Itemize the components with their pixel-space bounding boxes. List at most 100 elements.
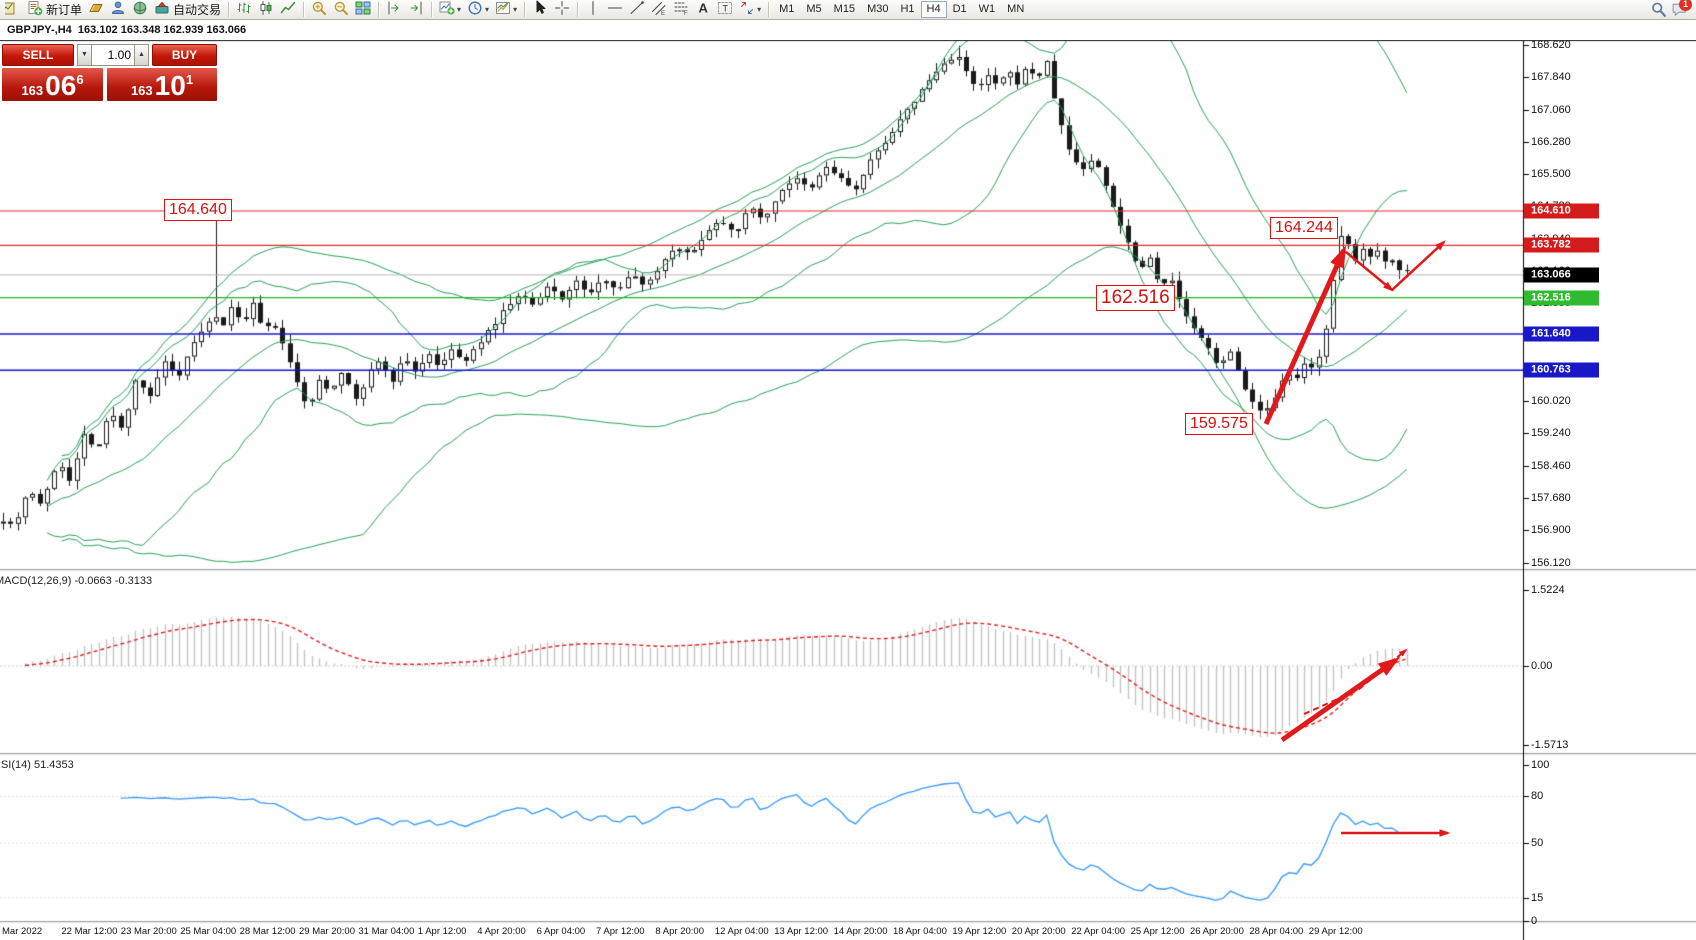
time-axis-label: 14 Apr 20:00 [833,926,888,937]
cursor-button[interactable] [529,0,551,19]
crosshair-button[interactable] [551,1,573,19]
chart-shift-button[interactable] [405,1,427,19]
price-axis-tick: 156.120 [1531,556,1571,569]
toolbar-separator [577,2,579,17]
buy-price-display[interactable]: 163 10 1 [107,68,217,101]
buy-button[interactable]: BUY [152,44,217,66]
price-level-label: 161.640 [1524,326,1599,342]
toolbar: 新订单 自动交易 ▾ ▾ ▾ E F A T ▾ M1 M5 M15 M30 H1 H4 D1 W1 MN 1 [0,0,1696,20]
templates-icon [495,0,511,19]
sell-button[interactable]: SELL [2,44,74,66]
macd-axis-tick: -1.5713 [1531,738,1569,751]
templates-button[interactable]: ▾ [492,1,520,19]
arrows-button[interactable]: ▾ [736,1,764,19]
time-axis-label: 7 Apr 12:00 [596,926,645,937]
chevron-down-icon: ▾ [457,5,462,14]
timeframe-button-m15[interactable]: M15 [833,3,856,15]
level-label-164244[interactable]: 164.244 [1270,217,1338,239]
vertical-line-button[interactable] [582,1,604,19]
bar-chart-icon [236,0,252,19]
chart-symbol-title: GBPJPY-,H4 163.102 163.348 162.939 163.0… [7,24,247,36]
indicators-icon [439,0,455,19]
timeframe-button-m30[interactable]: M30 [867,3,889,15]
zoom-in-button[interactable] [308,1,330,19]
timeframe-button-h4[interactable]: H4 [920,1,947,18]
price-axis-tick: 165.500 [1531,168,1571,181]
buy-price-sup: 1 [185,72,194,87]
time-axis-label: 23 Mar 20:00 [120,926,177,937]
timeframe-button-d1[interactable]: D1 [952,3,967,15]
volume-input[interactable] [92,44,134,66]
chart-file-icon[interactable] [0,1,24,19]
signals-icon-icon [132,0,148,19]
time-axis-label: 20 Apr 20:00 [1011,926,1066,937]
auto-scroll-button[interactable] [383,1,405,19]
notification-badge: 1 [1679,0,1692,11]
chevron-down-icon: ▾ [513,5,518,14]
time-axis-label: 6 Apr 04:00 [536,926,586,937]
toolbar-separator [431,2,433,17]
indicators-button[interactable]: ▾ [436,1,464,19]
signals-icon[interactable] [129,1,151,19]
time-axis-label: 25 Apr 12:00 [1130,926,1185,937]
toolbar-separator [524,2,526,17]
zoom-out-icon [333,0,349,19]
periods-button[interactable]: ▾ [464,1,492,19]
timeframe-button-h1[interactable]: H1 [900,3,915,15]
price-axis-tick: 157.680 [1531,491,1571,504]
equidistant-channel-icon: E [651,0,667,19]
time-axis-label: 4 Apr 20:00 [477,926,526,937]
trendline-button[interactable] [626,1,648,19]
rsi-axis-tick: 100 [1531,759,1550,772]
line-chart-icon [280,0,296,19]
cursor-icon [532,0,548,19]
price-axis-tick: 167.840 [1531,71,1571,84]
timeframe-button-mn[interactable]: MN [1007,3,1025,15]
price-axis-tick: 167.060 [1531,103,1571,116]
line-chart-button[interactable] [277,1,299,19]
new-order-button[interactable]: 新订单 [24,1,85,19]
time-axis-label: 18 Apr 04:00 [893,926,947,937]
timeframe-button-m1[interactable]: M1 [779,3,795,15]
timeframe-button-w1[interactable]: W1 [978,3,996,15]
toolbar-button-label: 新订单 [46,3,83,17]
volume-decrease-button[interactable]: ▼ [77,44,92,66]
buy-price-prefix: 163 [130,83,153,98]
level-label-162516[interactable]: 162.516 [1096,285,1175,311]
fibonacci-button[interactable]: F [670,1,692,19]
level-label-164640[interactable]: 164.640 [164,199,232,221]
time-axis-label: 22 Mar 12:00 [61,926,118,937]
price-axis-tick: 160.020 [1531,395,1571,408]
chat-icon[interactable]: 1 [1671,0,1692,18]
search-icon[interactable] [1650,1,1667,18]
horizontal-line-button[interactable] [604,1,626,19]
time-axis-label: 13 Apr 12:00 [774,926,829,937]
sell-price-display[interactable]: 163 06 6 [2,68,103,101]
chart-title-strip: GBPJPY-,H4 163.102 163.348 162.939 163.0… [0,21,1696,40]
community-icon[interactable] [107,1,129,19]
time-axis-label: 28 Mar 12:00 [239,926,296,937]
level-label-159575[interactable]: 159.575 [1185,413,1253,435]
timeframe-button-m5[interactable]: M5 [806,3,822,15]
time-axis-label: Mar 2022 [2,926,43,937]
vertical-line-icon [585,0,601,19]
zoom-out-button[interactable] [330,1,352,19]
toolbar-separator [228,2,230,17]
autotrading-button[interactable]: 自动交易 [151,1,224,19]
text-label-button[interactable]: T [714,1,736,19]
time-axis-label: 26 Apr 20:00 [1190,926,1244,937]
candlestick-chart-button[interactable] [255,1,277,19]
equidistant-channel-button[interactable]: E [648,1,670,19]
toolbar-separator [768,2,770,17]
quotes-gold-icon[interactable] [85,1,107,19]
tile-windows-button[interactable] [352,1,374,19]
bar-chart-button[interactable] [233,1,255,19]
toolbar-separator [303,2,305,17]
volume-increase-button[interactable]: ▲ [134,44,149,66]
text-button[interactable]: A [692,1,714,19]
chevron-down-icon: ▾ [485,5,490,14]
time-axis-label: 22 Apr 04:00 [1071,926,1126,937]
macd-axis-tick: 0.00 [1531,660,1553,672]
